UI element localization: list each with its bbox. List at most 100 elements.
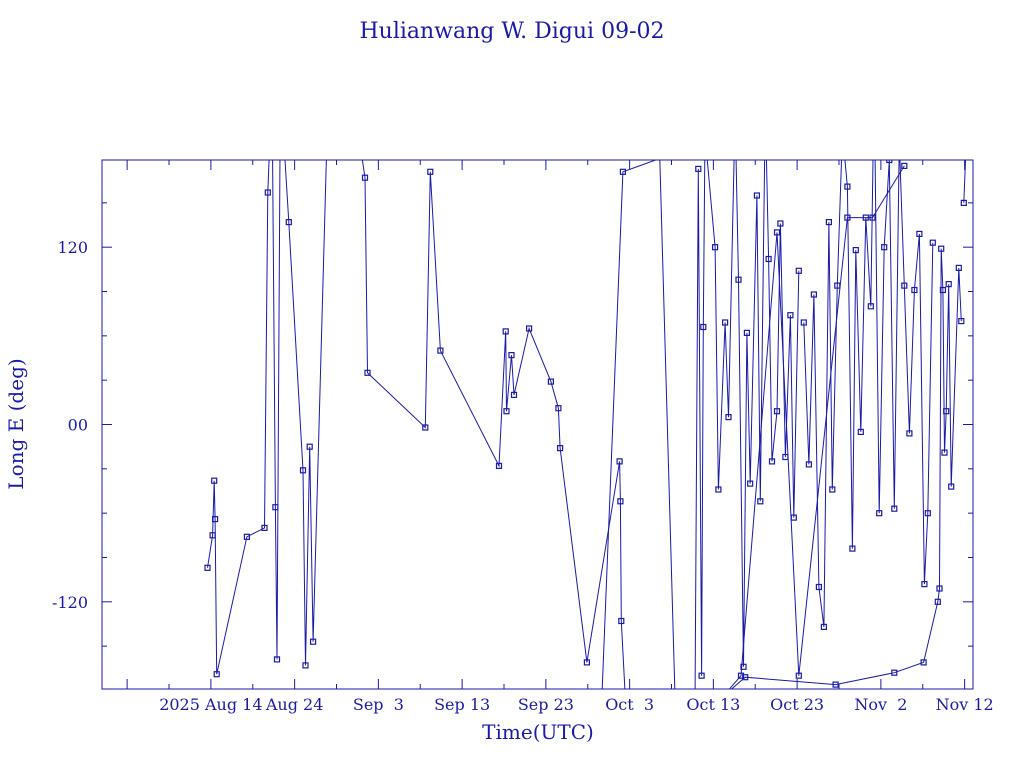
data-point bbox=[939, 286, 947, 294]
data-point bbox=[495, 462, 503, 469]
data-point bbox=[886, 160, 893, 164]
data-series bbox=[800, 160, 936, 631]
x-tick-label: Oct 23 bbox=[770, 695, 824, 714]
series-line bbox=[963, 160, 967, 203]
data-point bbox=[310, 638, 317, 645]
data-point bbox=[948, 483, 955, 490]
data-point bbox=[773, 229, 781, 236]
data-point bbox=[209, 532, 216, 539]
data-point bbox=[862, 214, 869, 221]
data-point bbox=[777, 220, 784, 227]
data-point bbox=[364, 369, 371, 376]
y-tick-labels: -120 00 120 bbox=[52, 238, 88, 612]
data-point bbox=[299, 467, 307, 474]
data-point bbox=[945, 281, 952, 288]
x-tick-label: Aug 24 bbox=[265, 695, 324, 714]
data-point bbox=[711, 244, 719, 251]
data-point bbox=[742, 674, 749, 681]
x-axis-label: Time(UTC) bbox=[482, 720, 594, 744]
data-point bbox=[272, 504, 279, 511]
y-tick-label: 120 bbox=[57, 238, 88, 257]
y-tick-label: 00 bbox=[68, 416, 88, 435]
data-point bbox=[757, 498, 764, 505]
series-line bbox=[601, 160, 905, 689]
data-point bbox=[700, 323, 707, 331]
x-tick-label: Nov 12 bbox=[936, 695, 994, 714]
data-point bbox=[243, 533, 250, 540]
data-point bbox=[422, 424, 429, 431]
data-point bbox=[832, 681, 839, 688]
data-point bbox=[740, 663, 747, 670]
data-point bbox=[361, 174, 369, 181]
data-point bbox=[753, 192, 761, 199]
data-point bbox=[955, 264, 962, 271]
data-point bbox=[768, 458, 776, 465]
data-point bbox=[815, 583, 823, 591]
data-point bbox=[958, 318, 965, 325]
data-point bbox=[805, 461, 813, 468]
x-tick-label: Sep 13 bbox=[434, 695, 490, 714]
x-tick-label: Sep 3 bbox=[353, 695, 404, 714]
data-point bbox=[941, 449, 948, 456]
data-point bbox=[857, 428, 864, 435]
data-point bbox=[617, 498, 624, 505]
data-point bbox=[747, 480, 754, 487]
x-tick-labels: 2025 Aug 14 Aug 24 Sep 3 Sep 13 Sep 23 Oct 3 O… bbox=[159, 695, 993, 714]
data-point bbox=[773, 408, 781, 415]
data-point bbox=[695, 165, 702, 172]
data-point bbox=[810, 291, 818, 298]
data-point bbox=[556, 445, 564, 452]
axis-ticks bbox=[102, 160, 973, 689]
x-tick-label: Sep 23 bbox=[518, 695, 574, 714]
data-point bbox=[795, 672, 802, 679]
series-line bbox=[207, 160, 626, 689]
data-point bbox=[800, 319, 807, 326]
data-point bbox=[852, 247, 859, 254]
x-tick-label: 2025 Aug 14 bbox=[159, 695, 262, 714]
data-point bbox=[583, 659, 591, 666]
data-point bbox=[212, 515, 219, 523]
data-point bbox=[547, 378, 555, 385]
data-point bbox=[820, 623, 828, 631]
data-point bbox=[525, 325, 533, 332]
data-point bbox=[901, 162, 908, 169]
x-tick-label: Nov 2 bbox=[854, 695, 907, 714]
data-point bbox=[906, 430, 913, 437]
data-point bbox=[285, 219, 292, 226]
series-line bbox=[730, 248, 962, 689]
data-point bbox=[264, 189, 271, 196]
data-point bbox=[737, 672, 745, 679]
data-point bbox=[302, 662, 309, 669]
data-point bbox=[924, 510, 931, 517]
data-point bbox=[427, 168, 434, 175]
data-point bbox=[844, 183, 851, 190]
data-point bbox=[273, 656, 281, 663]
data-point bbox=[867, 303, 874, 310]
data-series bbox=[730, 245, 965, 689]
series-line bbox=[694, 160, 800, 689]
data-point bbox=[920, 659, 927, 666]
data-point bbox=[834, 282, 841, 289]
data-point bbox=[743, 329, 751, 336]
data-series bbox=[960, 160, 967, 206]
data-point bbox=[306, 443, 313, 450]
chart-title: Hulianwang W. Digui 09-02 bbox=[359, 19, 664, 44]
data-point bbox=[787, 312, 794, 319]
data-point bbox=[876, 510, 883, 517]
data-point bbox=[721, 319, 729, 326]
data-point bbox=[211, 477, 218, 484]
data-point bbox=[619, 168, 627, 175]
x-tick-label: Oct 3 bbox=[605, 695, 654, 714]
data-point bbox=[782, 453, 789, 461]
data-point bbox=[934, 598, 941, 605]
data-series bbox=[204, 160, 626, 689]
data-point bbox=[204, 564, 211, 571]
data-point bbox=[921, 580, 928, 588]
data-point bbox=[616, 458, 623, 465]
data-point bbox=[790, 514, 797, 521]
data-point bbox=[929, 239, 936, 246]
data-point bbox=[960, 199, 967, 206]
data-point bbox=[437, 347, 444, 354]
data-point bbox=[502, 328, 509, 335]
